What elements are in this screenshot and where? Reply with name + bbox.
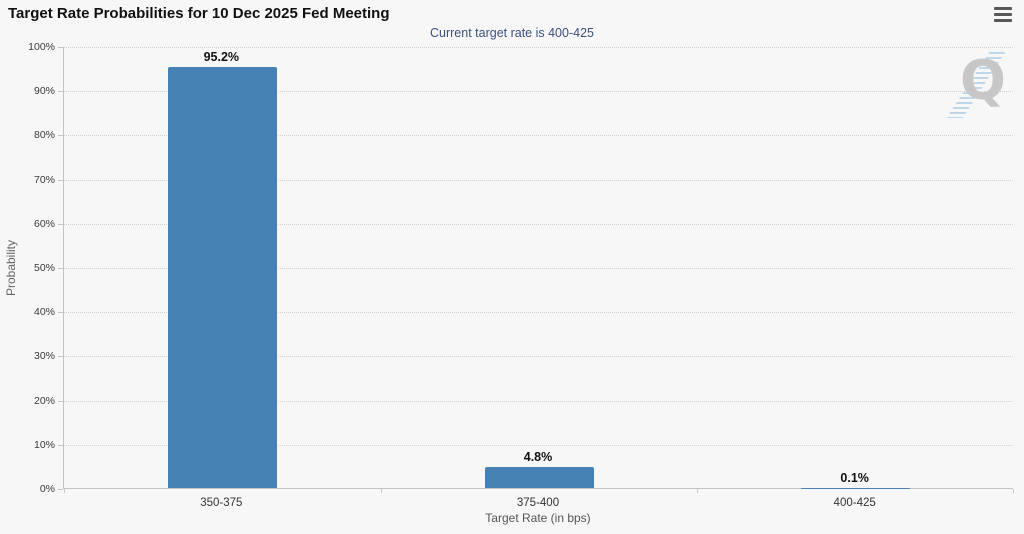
plot-area (63, 47, 1014, 493)
gridline-40 (64, 312, 1013, 314)
y-tick-70 (58, 179, 63, 181)
gridline-30 (64, 356, 1013, 358)
gridline-90 (64, 91, 1013, 93)
x-axis-boundary-tick (1013, 489, 1014, 493)
gridline-20 (64, 400, 1013, 402)
chart-subtitle: Current target rate is 400-425 (430, 26, 594, 40)
gridline-70 (64, 179, 1013, 181)
y-tick-90 (58, 91, 63, 93)
y-tick-30 (58, 356, 63, 358)
y-tick-label: 70% (33, 173, 55, 186)
y-tick-label: 40% (33, 306, 55, 319)
hamburger-bar (994, 7, 1012, 10)
gridline-10 (64, 444, 1013, 446)
y-tick-label: 0% (39, 483, 55, 495)
y-tick-label: 10% (33, 438, 55, 451)
y-tick-0 (58, 489, 63, 490)
x-category-label: 375-400 (516, 497, 560, 509)
gridline-60 (64, 223, 1013, 225)
x-category-label: 400-425 (833, 497, 876, 509)
y-tick-10 (58, 444, 63, 446)
y-tick-100 (58, 47, 63, 48)
y-tick-80 (58, 135, 63, 137)
y-tick-60 (58, 223, 63, 225)
x-category-label: 350-375 (200, 497, 243, 509)
gridline-80 (64, 135, 1013, 137)
y-tick-40 (58, 312, 63, 314)
x-axis-boundary-tick (380, 489, 382, 493)
y-tick-label: 90% (33, 85, 55, 98)
y-tick-label: 60% (33, 217, 55, 230)
y-tick-50 (58, 268, 63, 269)
bar-350-375[interactable] (167, 67, 277, 488)
y-tick-label: 100% (28, 41, 55, 53)
gridline-100 (64, 47, 1013, 48)
hamburger-menu-icon[interactable] (994, 7, 1012, 22)
y-tick-label: 20% (33, 394, 55, 407)
bar-value-label: 0.1% (840, 470, 869, 485)
hamburger-bar (994, 19, 1012, 22)
bar-value-label: 4.8% (523, 449, 553, 464)
y-tick-label: 30% (33, 350, 55, 363)
x-axis-boundary-tick (64, 489, 65, 493)
x-axis-title: Target Rate (in bps) (485, 511, 591, 525)
y-tick-label: 80% (33, 129, 55, 142)
x-axis-boundary-tick (697, 489, 699, 493)
bar-375-400[interactable] (484, 466, 594, 488)
chart-title: Target Rate Probabilities for 10 Dec 202… (8, 5, 390, 22)
y-tick-label: 50% (33, 262, 55, 274)
hamburger-bar (994, 13, 1012, 16)
y-tick-20 (58, 400, 63, 402)
bar-value-label: 95.2% (203, 50, 240, 65)
gridline-50 (64, 268, 1013, 269)
